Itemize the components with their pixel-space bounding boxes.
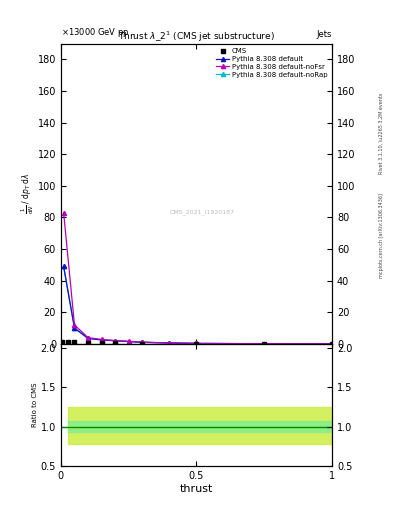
Legend: CMS, Pythia 8.308 default, Pythia 8.308 default-noFsr, Pythia 8.308 default-noRa: CMS, Pythia 8.308 default, Pythia 8.308 … bbox=[215, 47, 329, 79]
Text: Rivet 3.1.10, \u2265 3.2M events: Rivet 3.1.10, \u2265 3.2M events bbox=[379, 93, 384, 174]
Y-axis label: Ratio to CMS: Ratio to CMS bbox=[32, 382, 38, 427]
Y-axis label: $\frac{1}{\mathrm{d}N}$ / $\mathrm{d}p_T\,\mathrm{d}\lambda$: $\frac{1}{\mathrm{d}N}$ / $\mathrm{d}p_T… bbox=[20, 174, 36, 214]
Text: $\times$13000 GeV pp: $\times$13000 GeV pp bbox=[61, 26, 129, 39]
Text: CMS_2021_I1920187: CMS_2021_I1920187 bbox=[169, 209, 234, 215]
X-axis label: thrust: thrust bbox=[180, 483, 213, 494]
Text: Jets: Jets bbox=[317, 30, 332, 39]
Text: mcplots.cern.ch [arXiv:1306.3436]: mcplots.cern.ch [arXiv:1306.3436] bbox=[379, 193, 384, 278]
Title: Thrust $\lambda\_2^1$ (CMS jet substructure): Thrust $\lambda\_2^1$ (CMS jet substruct… bbox=[118, 29, 275, 44]
